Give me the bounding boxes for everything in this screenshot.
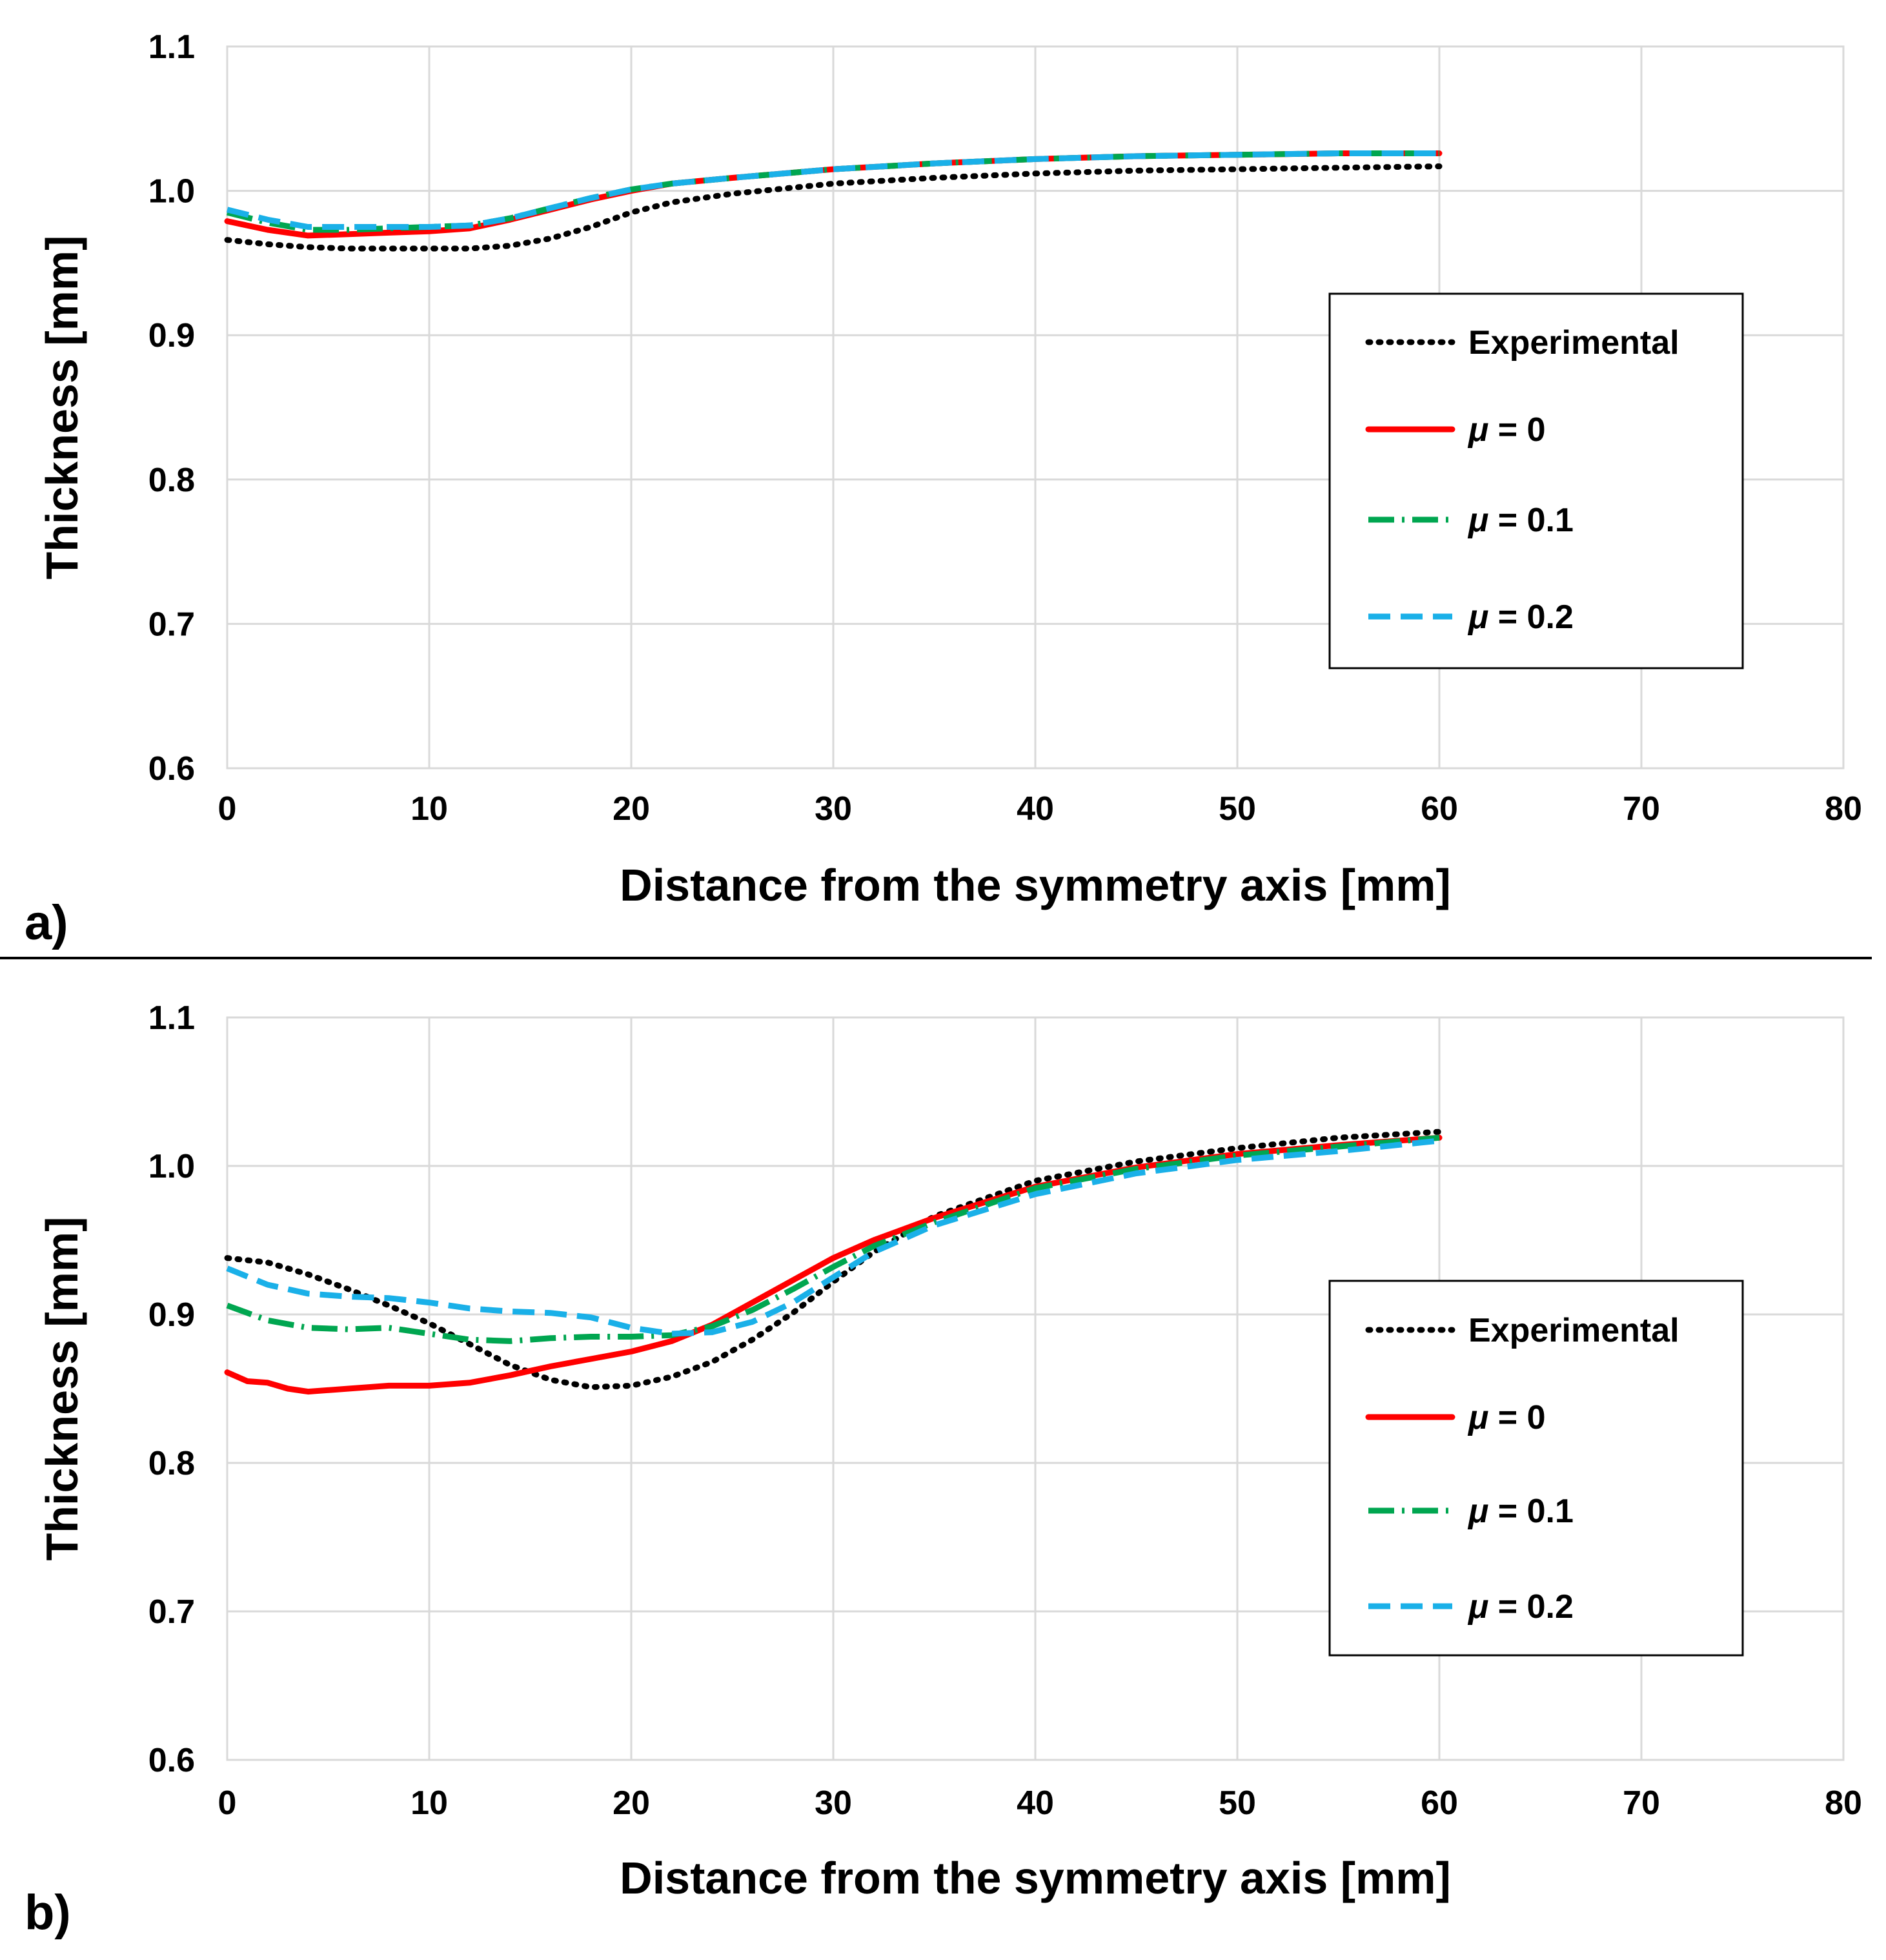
- y-axis-title: Thickness [mm]: [37, 1217, 87, 1561]
- panel-label: a): [25, 895, 68, 950]
- x-tick-label: 30: [815, 790, 852, 828]
- x-tick-label: 40: [1017, 790, 1054, 828]
- chart-panel-b: 0 10 20 30 40 50 60 70 80 0.6 0.7 0.8 0.9 1.0 1.1 Dista…: [25, 999, 1862, 1940]
- legend-label: μ = 0.1: [1467, 1493, 1574, 1530]
- legend-label: μ = 0.2: [1467, 1588, 1574, 1626]
- chart-panel-a: 0 10 20 30 40 50 60 70 80 0.6 0.7 0.8 0.9 1.0 1.1 Dista…: [25, 28, 1862, 950]
- y-tick-label: 0.8: [148, 1445, 195, 1482]
- legend-label: μ = 0: [1467, 411, 1546, 449]
- y-tick-label: 1.0: [148, 1148, 195, 1185]
- y-tick-label: 0.8: [148, 462, 195, 499]
- x-tick-label: 60: [1421, 790, 1458, 828]
- series-line-0-1: [226, 1134, 1440, 1344]
- series-line-0-2: [226, 150, 1439, 230]
- y-tick-label: 0.7: [148, 606, 195, 643]
- legend-box: [1328, 1280, 1744, 1657]
- legend-label: μ = 0.2: [1467, 598, 1574, 636]
- x-tick-label: 30: [815, 1784, 852, 1822]
- series-line-0-2: [226, 1138, 1440, 1337]
- y-tick-label: 1.0: [148, 173, 195, 210]
- legend-label: Experimental: [1468, 324, 1679, 362]
- y-tick-label: 0.6: [148, 750, 195, 788]
- x-tick-label: 0: [218, 1784, 237, 1822]
- y-tick-label: 0.9: [148, 1296, 195, 1334]
- series-line-experimental: [224, 163, 1443, 252]
- x-tick-label: 0: [218, 790, 237, 828]
- legend: Experimental μ = 0 μ = 0.1 μ = 0.2: [1328, 292, 1744, 669]
- y-tick-label: 0.9: [148, 317, 195, 354]
- x-tick-label: 10: [411, 1784, 448, 1822]
- legend: Experimental μ = 0 μ = 0.1 μ = 0.2: [1328, 1280, 1744, 1657]
- legend-label: Experimental: [1468, 1312, 1679, 1349]
- x-tick-label: 70: [1623, 790, 1660, 828]
- y-tick-label: 0.7: [148, 1593, 195, 1631]
- y-tick-label: 1.1: [148, 999, 195, 1037]
- x-tick-label: 20: [613, 1784, 650, 1822]
- x-tick-label: 10: [411, 790, 448, 828]
- legend-label: μ = 0: [1467, 1399, 1546, 1436]
- x-tick-label: 60: [1421, 1784, 1458, 1822]
- x-axis-title: Distance from the symmetry axis [mm]: [620, 1853, 1451, 1903]
- y-tick-label: 0.6: [148, 1742, 195, 1779]
- x-tick-label: 40: [1017, 1784, 1054, 1822]
- x-axis-title: Distance from the symmetry axis [mm]: [620, 860, 1451, 910]
- x-tick-label: 20: [613, 790, 650, 828]
- x-tick-label: 70: [1623, 1784, 1660, 1822]
- x-tick-label: 80: [1825, 790, 1862, 828]
- series-line-experimental: [224, 1128, 1443, 1391]
- y-axis-title: Thickness [mm]: [37, 236, 87, 580]
- series-line-0-1: [226, 150, 1439, 233]
- legend-box: [1328, 292, 1744, 669]
- legend-label: μ = 0.1: [1467, 502, 1574, 539]
- x-tick-label: 50: [1219, 790, 1256, 828]
- x-tick-label: 50: [1219, 1784, 1256, 1822]
- y-tick-label: 1.1: [148, 28, 195, 66]
- panel-label: b): [25, 1885, 71, 1940]
- x-tick-label: 80: [1825, 1784, 1862, 1822]
